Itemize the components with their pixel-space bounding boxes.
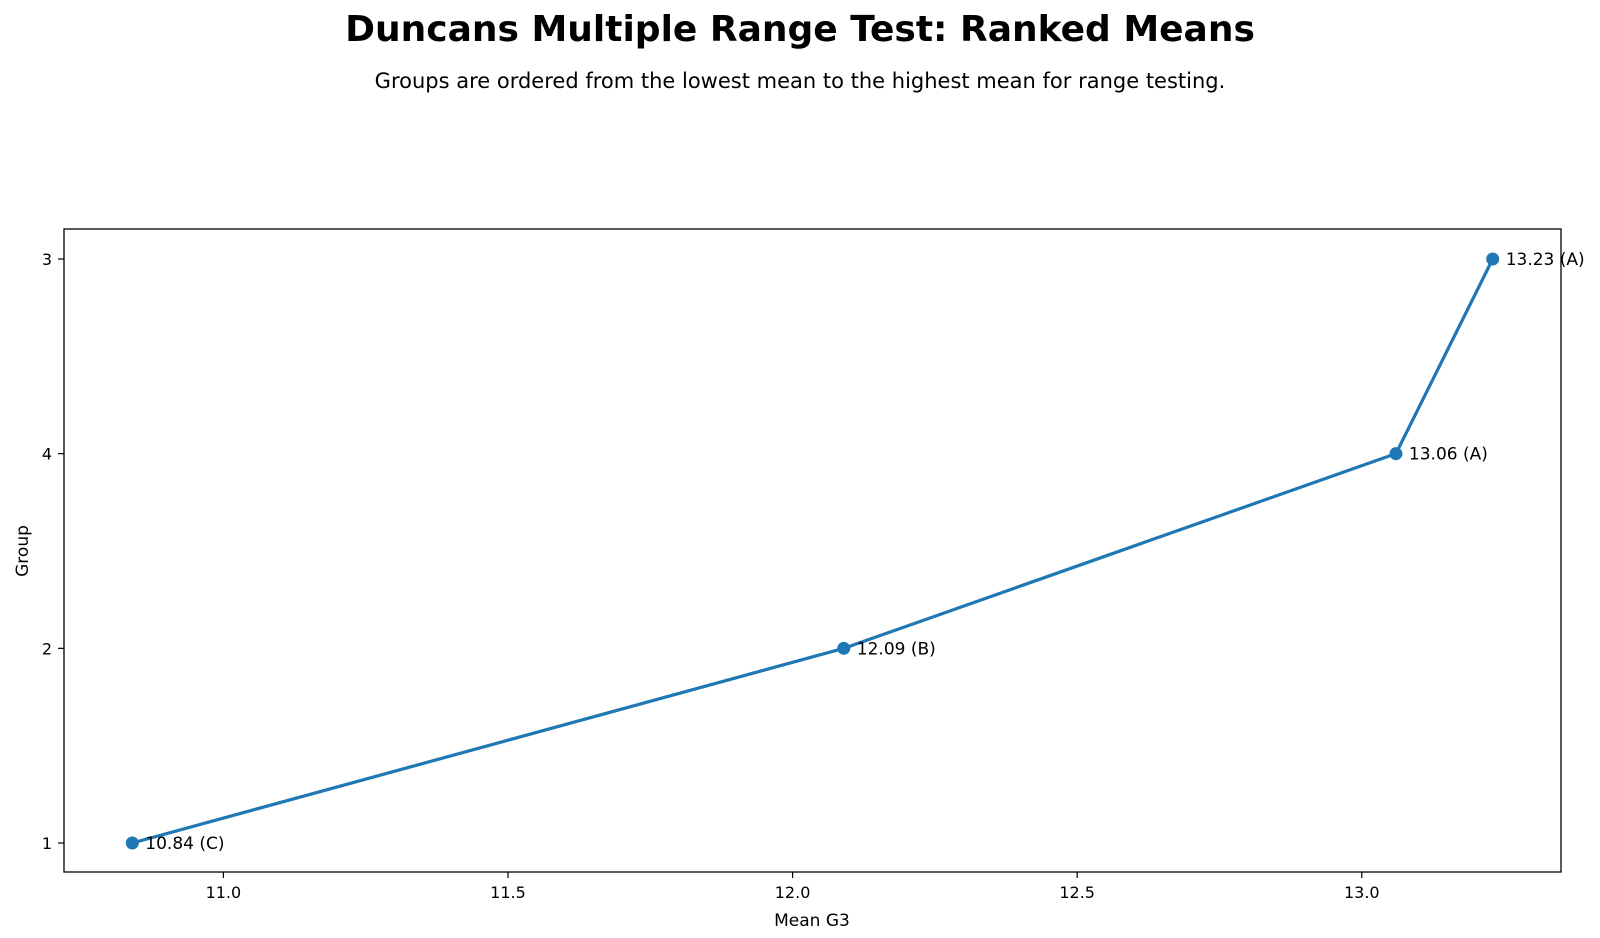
- data-label: 13.06 (A): [1409, 445, 1488, 465]
- x-tick-label: 12.5: [1059, 883, 1095, 902]
- chart-subtitle: Groups are ordered from the lowest mean …: [374, 69, 1226, 93]
- data-point: [1486, 252, 1500, 266]
- y-tick-label: 1: [42, 834, 52, 853]
- data-label: 10.84 (C): [145, 834, 224, 854]
- x-tick-label: 13.0: [1344, 883, 1380, 902]
- series-layer: 10.84 (C) 12.09 (B) 13.06 (A) 13.23 (A): [125, 250, 1585, 854]
- plot-area-frame: [63, 228, 1562, 873]
- data-point: [1389, 447, 1403, 461]
- data-label: 12.09 (B): [857, 639, 936, 659]
- y-tick-label: 2: [42, 639, 52, 658]
- chart-title: Duncans Multiple Range Test: Ranked Mean…: [345, 9, 1255, 50]
- y-axis-label: Group: [13, 525, 33, 577]
- data-label: 13.23 (A): [1506, 250, 1585, 270]
- x-tick-label: 12.0: [775, 883, 811, 902]
- x-tick-label: 11.5: [490, 883, 526, 902]
- x-axis-ticks: 11.0 11.5 12.0 12.5 13.0: [206, 872, 1380, 902]
- data-point: [125, 836, 139, 850]
- series-line: [130, 257, 1495, 845]
- data-point: [837, 641, 851, 655]
- y-axis-ticks: 1 2 4 3: [42, 250, 64, 853]
- x-axis-label: Mean G3: [774, 911, 850, 931]
- y-tick-label: 3: [42, 250, 52, 269]
- x-tick-label: 11.0: [206, 883, 242, 902]
- y-tick-label: 4: [42, 445, 52, 464]
